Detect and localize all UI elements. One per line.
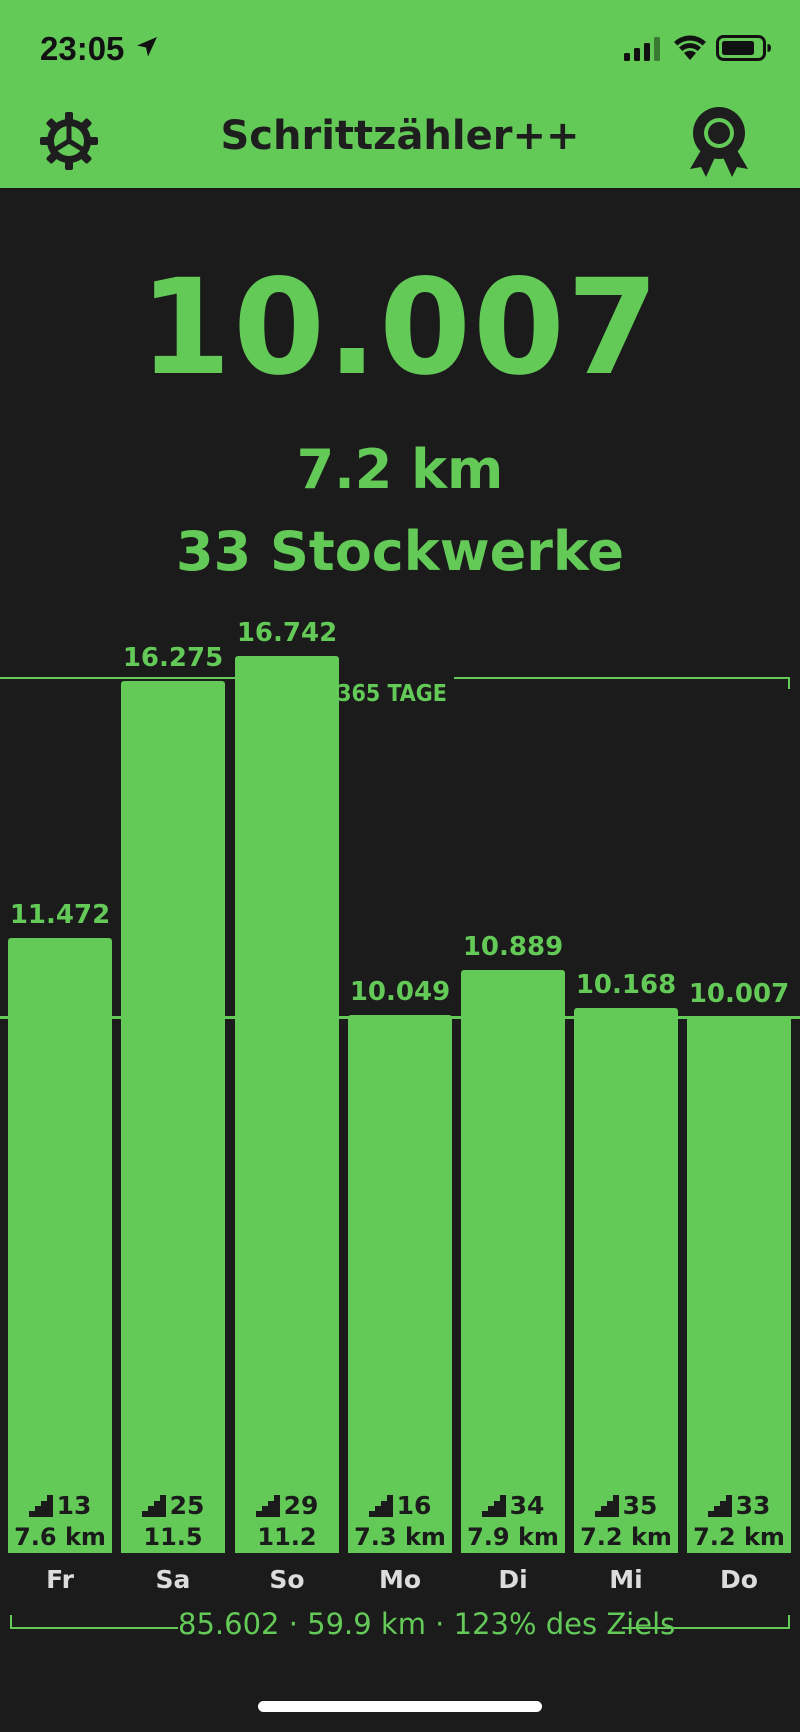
bar-value-label: 10.889: [462, 931, 564, 962]
stairs-icon: [141, 1494, 166, 1517]
range-label[interactable]: 365 TAGE: [337, 681, 447, 707]
bar-sa[interactable]: [121, 680, 225, 1553]
bar-so[interactable]: [235, 655, 339, 1553]
battery-icon: [716, 35, 771, 61]
bar-value-label: 16.742: [236, 617, 338, 648]
week-summary-text: 85.602 · 59.9 km · 123% des Ziels: [178, 1607, 676, 1641]
bar-distance: 7.9 km: [467, 1523, 559, 1551]
bar-distance: 7.6 km: [14, 1523, 106, 1551]
location-arrow-icon: [137, 37, 157, 57]
wifi-icon: [674, 35, 706, 60]
app-title: Schrittzähler++: [220, 113, 580, 159]
bar-distance: 11.5 km: [143, 1523, 203, 1579]
weekly-steps-chart[interactable]: 365 TAGE 11.472 13 7.6 km Fr 16.275 25 11.5 km…: [0, 618, 800, 1640]
week-summary: 85.602 · 59.9 km · 123% des Ziels: [0, 1607, 800, 1641]
bar-floors: 35: [574, 1491, 678, 1520]
day-label-so[interactable]: So: [269, 1565, 305, 1594]
cellular-signal-icon: [624, 37, 660, 61]
bar-value-label: 11.472: [9, 900, 111, 931]
status-time: 23:05: [40, 30, 125, 67]
gear-icon[interactable]: [38, 110, 100, 172]
floors-count: 35: [622, 1491, 658, 1520]
steps-total: 10.007: [139, 251, 661, 405]
range-bracket: 365 TAGE: [0, 677, 800, 707]
bar-di[interactable]: [461, 969, 565, 1553]
day-label-di[interactable]: Di: [498, 1565, 528, 1594]
floors-count: 16: [396, 1491, 432, 1520]
floors-count: 25: [169, 1491, 205, 1520]
bar-value-label: 16.275: [122, 643, 224, 673]
distance-total: 7.2 km: [296, 438, 504, 501]
day-label-mi[interactable]: Mi: [609, 1565, 643, 1594]
bar-distance: 11.2 km: [257, 1523, 317, 1579]
floors-count: 29: [283, 1491, 319, 1520]
floors-total: 33 Stockwerke: [176, 520, 624, 583]
floors-count: 33: [735, 1491, 771, 1520]
bar-mi[interactable]: [574, 1008, 678, 1553]
day-label-fr[interactable]: Fr: [46, 1565, 74, 1594]
bar-distance: 7.2 km: [580, 1523, 672, 1551]
bar-floors: 16: [348, 1491, 452, 1520]
bar-floors: 33: [687, 1491, 791, 1520]
bar-floors: 13: [8, 1491, 112, 1520]
bar-distance: 7.3 km: [354, 1523, 446, 1551]
bar-distance: 7.2 km: [693, 1523, 785, 1551]
day-label-do[interactable]: Do: [720, 1565, 758, 1594]
bar-mo[interactable]: [348, 1014, 452, 1553]
stairs-icon: [368, 1494, 393, 1517]
bar-value-label: 10.007: [688, 978, 790, 1009]
stairs-icon: [28, 1494, 53, 1517]
stairs-icon: [594, 1494, 619, 1517]
award-ribbon-icon[interactable]: [684, 105, 754, 177]
bar-value-label: 10.049: [349, 976, 451, 1007]
header-bar: 23:05 Schrittzähler++: [0, 0, 800, 188]
stairs-icon: [707, 1494, 732, 1517]
floors-count: 34: [509, 1491, 545, 1520]
stairs-icon: [255, 1494, 280, 1517]
bar-value-label: 10.168: [575, 970, 677, 1001]
bar-floors: 29: [235, 1491, 339, 1520]
bar-fr[interactable]: [8, 938, 112, 1553]
bar-floors: 25: [121, 1491, 225, 1520]
floors-count: 13: [56, 1491, 92, 1520]
day-label-mo[interactable]: Mo: [378, 1565, 422, 1594]
day-label-sa[interactable]: Sa: [155, 1565, 191, 1594]
bar-do[interactable]: [687, 1016, 791, 1553]
stairs-icon: [481, 1494, 506, 1517]
home-indicator[interactable]: [258, 1701, 542, 1712]
bar-floors: 34: [461, 1491, 565, 1520]
